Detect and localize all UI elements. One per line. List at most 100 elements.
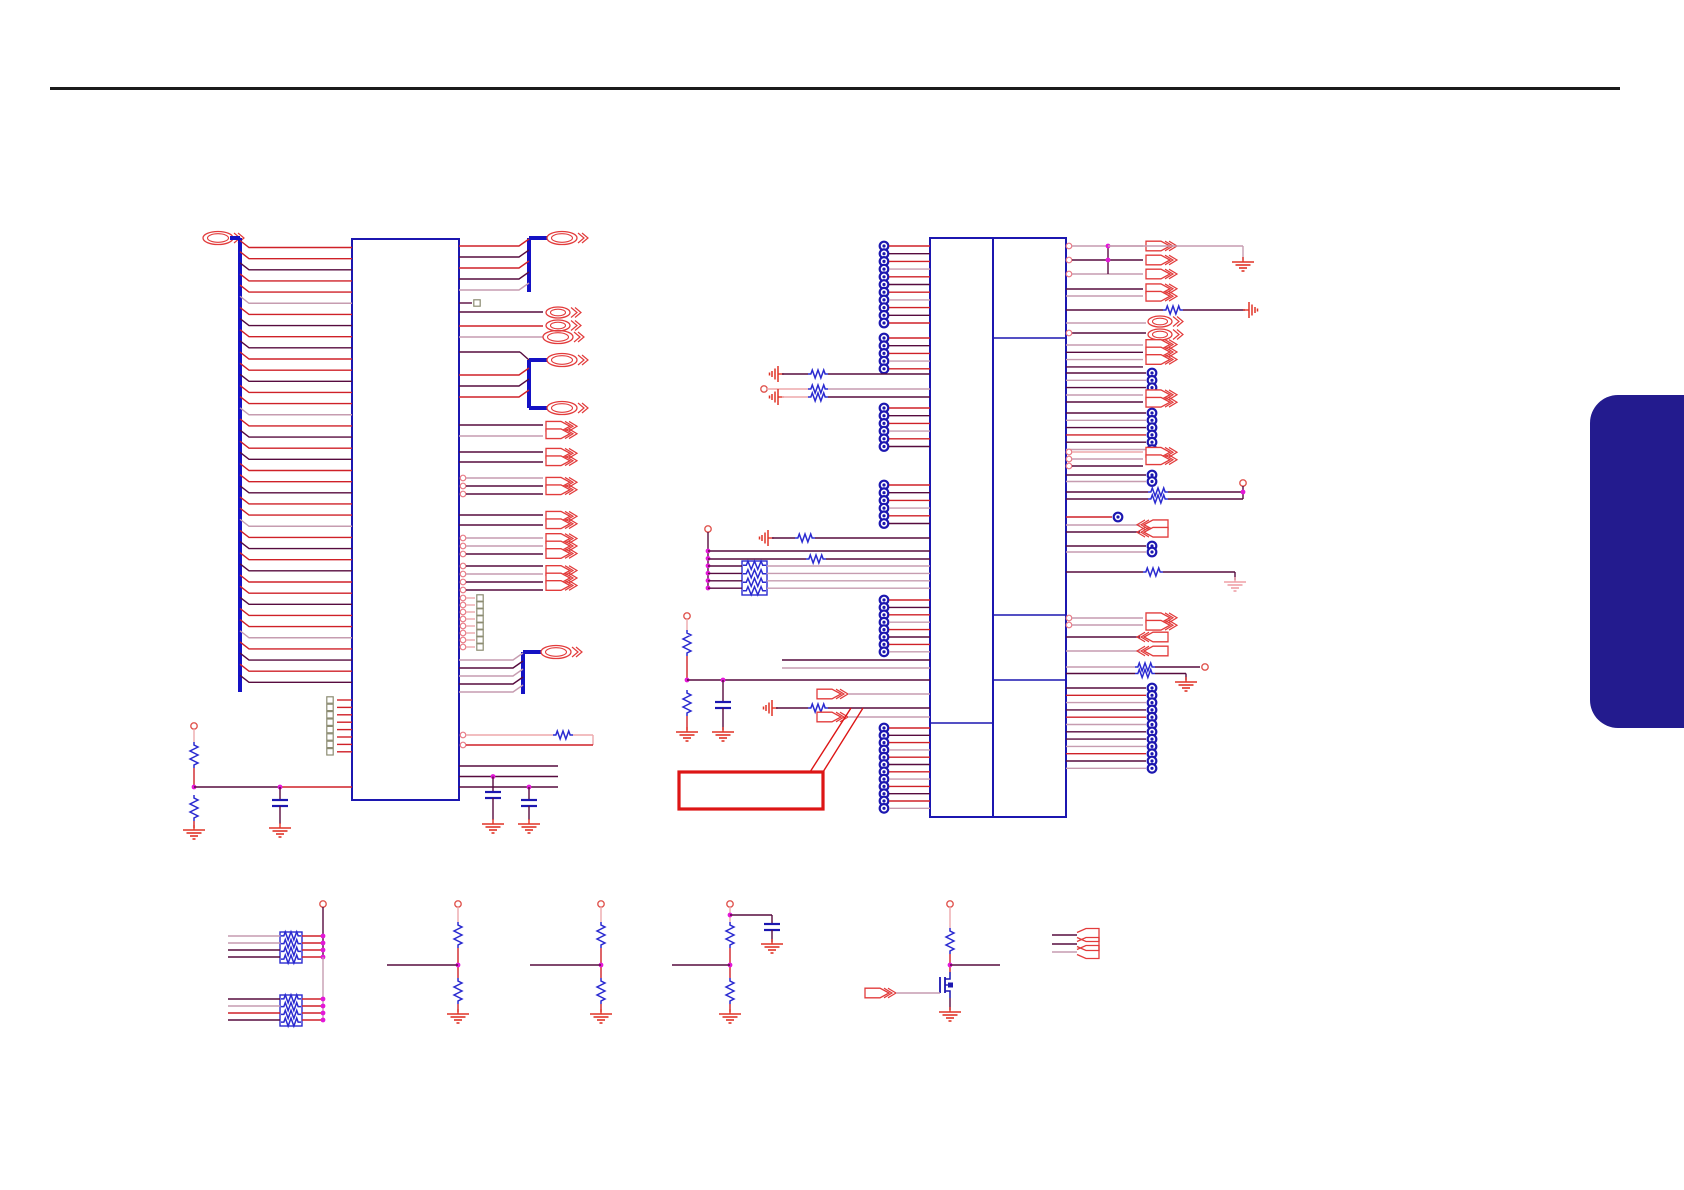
pin-wires [1066,372,1146,389]
pin-wires [1066,491,1148,500]
resistor [188,742,200,768]
ground-symbol [719,1009,741,1024]
pin-terminals [459,562,467,594]
pin-terminals [459,731,467,749]
pin-socket-column [1146,682,1158,774]
net-terminal [454,900,462,908]
ground-symbol [939,1007,961,1022]
pin-wires [466,477,543,495]
pin-wires [1066,288,1143,297]
signal-connector [864,987,898,999]
pin-terminals [1065,448,1073,470]
pin-wires [889,599,930,653]
pin-terminals [1065,242,1073,278]
pin-wires [466,565,543,591]
signal-connector [1145,339,1179,365]
net-terminal [946,900,954,908]
chassis-ground-symbol [758,530,774,546]
offpage-connector [542,329,585,345]
signal-connector [1145,283,1179,302]
pin-wires [459,514,543,526]
ic-block-right-a [929,237,994,818]
ground-symbol [269,823,291,838]
ground-symbol [183,825,205,840]
resistor [1148,485,1168,499]
signal-connector [1145,268,1179,280]
offpage-connector-pair [545,306,582,332]
signal-connector [816,688,850,700]
resistor [808,367,828,381]
no-connect-squares [326,696,334,756]
pin-wires [459,424,543,437]
net-terminal [1239,479,1247,487]
chassis-ground-symbol [768,366,784,382]
pin-wires [1066,524,1140,533]
wire-joint-connector [1076,936,1100,952]
mosfet-symbol [939,972,953,998]
pin-wires [459,765,558,788]
ground-symbol [1232,257,1254,272]
resistor [1135,667,1155,680]
pin-wires [1072,451,1143,467]
ic-block-left [351,238,460,801]
ground-symbol [518,819,540,834]
offpage-connector [546,230,589,246]
pin-terminals [459,534,467,558]
pin-wires [302,935,323,958]
net-terminal [683,612,691,620]
wire [519,351,530,361]
pin-wires [767,565,930,589]
net-terminal [597,900,605,908]
offpage-connector [546,352,589,368]
pin-wires [1066,545,1146,553]
net-terminal [190,722,198,730]
signal-connector [1135,645,1169,657]
resistor [452,978,464,1004]
net-terminal [726,900,734,908]
junction-dot [1105,257,1111,263]
pin-terminals [459,474,467,498]
capacitor [764,922,780,932]
bus-pin-fan [459,367,530,398]
leader-line [809,707,852,773]
pin-wires [1072,617,1143,626]
resistor-pack [279,992,303,1029]
pin-wires [889,727,930,809]
pin-wires [1066,412,1146,451]
signal-connector [1135,631,1169,643]
signal-connector [1145,612,1179,631]
junction-dots [320,996,326,1023]
pin-socket-column [878,402,890,452]
pin-socket-column [878,479,890,529]
ground-symbol [1224,577,1246,592]
offpage-connector-pair [1147,315,1184,341]
pin-socket-column [878,332,890,375]
ground-symbol [590,1009,612,1024]
chassis-ground-symbol [768,389,784,405]
resistor [1143,565,1163,579]
junction-dot [1240,489,1246,495]
no-connect-squares [476,594,484,651]
resistor [681,630,693,656]
signal-connector [545,510,579,530]
pin-socket-column [1146,469,1158,487]
resistor [595,922,607,948]
side-tab [1590,395,1684,728]
ground-symbol [712,727,734,742]
pin-wires [1066,687,1146,769]
capacitor [485,790,501,800]
pin-wires [889,407,930,448]
ic-block-right-b [992,237,1067,818]
pin-wires [889,337,930,370]
signal-connector [1145,389,1179,408]
resistor-pack [741,559,768,597]
pin-socket-column [1112,511,1124,523]
leader-line [822,707,864,773]
resistor [681,690,693,716]
signal-connector [545,533,579,559]
junction-dots [320,933,326,960]
wire-joint-connector [1076,944,1100,960]
ground-symbol [1175,677,1197,692]
pin-wires [1066,344,1143,368]
